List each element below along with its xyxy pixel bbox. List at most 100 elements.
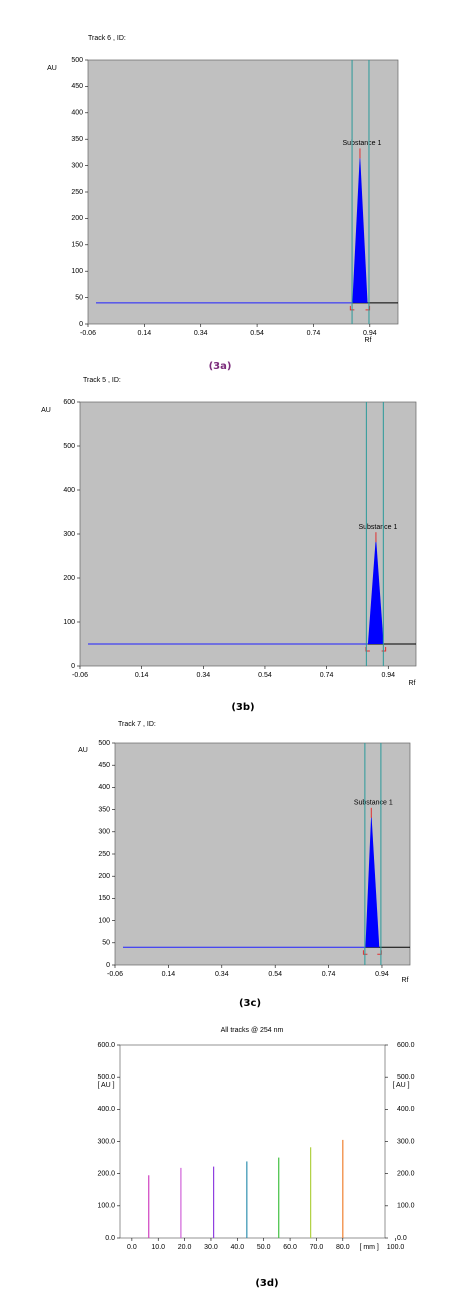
x-tick-label: -0.06 bbox=[80, 330, 96, 337]
x-tick-label: 0.34 bbox=[196, 672, 210, 679]
y-tick-label-right: 0.0 bbox=[397, 1235, 407, 1242]
x-axis-label: Rf bbox=[409, 680, 416, 687]
chart-title: Track 7 , ID: bbox=[118, 721, 156, 728]
y-tick-label: 600 bbox=[63, 399, 75, 406]
x-axis-label: Rf bbox=[365, 337, 372, 344]
y-tick-label: 300 bbox=[63, 531, 75, 538]
y-axis-label: AU bbox=[41, 407, 51, 414]
plot-area bbox=[114, 742, 411, 966]
caption: (3a) bbox=[209, 361, 232, 372]
y-tick-label: 150 bbox=[71, 242, 83, 249]
y-tick-label-right: 600.0 bbox=[397, 1042, 415, 1049]
y-tick-label: 500.0 bbox=[97, 1074, 115, 1081]
x-tick-label: 0.74 bbox=[322, 971, 336, 978]
x-tick-label: 20.0 bbox=[178, 1244, 192, 1251]
x-tick-label: 100.0 bbox=[387, 1244, 405, 1251]
peak bbox=[365, 811, 380, 948]
y-tick-label: 100.0 bbox=[97, 1203, 115, 1210]
x-tick-label: 0.74 bbox=[307, 330, 321, 337]
x-tick-label: 0.34 bbox=[215, 971, 229, 978]
x-tick-label: 0.54 bbox=[268, 971, 282, 978]
caption: (3d) bbox=[255, 1278, 278, 1289]
y-tick-label: 100 bbox=[98, 917, 110, 924]
y-tick-label: 100 bbox=[63, 619, 75, 626]
integration-bracket bbox=[349, 305, 371, 311]
caption: (3b) bbox=[231, 702, 254, 713]
x-tick-label: 0.94 bbox=[363, 330, 377, 337]
y-tick-label: 0 bbox=[106, 962, 110, 969]
y-tick-label: 100 bbox=[71, 268, 83, 275]
x-tick-label: 0.74 bbox=[320, 672, 334, 679]
x-tick-label: 80.0 bbox=[336, 1244, 350, 1251]
y-tick-label: 0.0 bbox=[105, 1235, 115, 1242]
x-tick-label: 60.0 bbox=[283, 1244, 297, 1251]
y-tick-label: 400 bbox=[98, 784, 110, 791]
y-tick-label: 500 bbox=[71, 57, 83, 64]
y-tick-label: 50 bbox=[75, 294, 83, 301]
peak bbox=[352, 152, 368, 303]
y-tick-label: 200 bbox=[63, 575, 75, 582]
x-tick-label: 30.0 bbox=[204, 1244, 218, 1251]
y-tick-label: 350 bbox=[98, 806, 110, 813]
caption: (3c) bbox=[239, 998, 261, 1009]
x-tick-label: -0.06 bbox=[72, 672, 88, 679]
y-tick-label-right: 100.0 bbox=[397, 1203, 415, 1210]
plot-area bbox=[79, 401, 417, 667]
y-tick-label: 200.0 bbox=[97, 1171, 115, 1178]
y-axis-label: AU bbox=[78, 747, 88, 754]
x-tick-label: 0.14 bbox=[135, 672, 149, 679]
chart-title: Track 5 , ID: bbox=[83, 377, 121, 384]
x-axis-label: Rf bbox=[402, 977, 409, 984]
x-tick-label: 0.54 bbox=[250, 330, 264, 337]
y-tick-label: 200 bbox=[71, 215, 83, 222]
y-tick-label: 600.0 bbox=[97, 1042, 115, 1049]
y-axis-label: AU bbox=[47, 65, 57, 72]
y-tick-label-right: 500.0 bbox=[397, 1074, 415, 1081]
y-tick-label: 350 bbox=[71, 136, 83, 143]
y-tick-label-right: 400.0 bbox=[397, 1106, 415, 1113]
chart-title: Track 6 , ID: bbox=[88, 35, 126, 42]
y-tick-label: 500 bbox=[63, 443, 75, 450]
y-tick-label: 500 bbox=[98, 740, 110, 747]
y-tick-label: 450 bbox=[98, 762, 110, 769]
y-tick-label: 200 bbox=[98, 873, 110, 880]
y-tick-label: 400 bbox=[71, 110, 83, 117]
peak-label: Substance 1 bbox=[358, 524, 397, 531]
peak-label: Substance 1 bbox=[342, 140, 381, 147]
plot-area bbox=[87, 59, 399, 325]
x-tick-label: 70.0 bbox=[310, 1244, 324, 1251]
x-tick-label: -0.06 bbox=[107, 971, 123, 978]
x-tick-label: 50.0 bbox=[257, 1244, 271, 1251]
y-tick-label: 0 bbox=[71, 663, 75, 670]
y-tick-label: 300.0 bbox=[97, 1138, 115, 1145]
y-tick-label: 450 bbox=[71, 83, 83, 90]
y-tick-label: 250 bbox=[71, 189, 83, 196]
plot-area bbox=[119, 1044, 386, 1239]
peak-label: Substance 1 bbox=[354, 800, 393, 807]
x-tick-label: 0.54 bbox=[258, 672, 272, 679]
y-tick-label: 400.0 bbox=[97, 1106, 115, 1113]
x-tick-label: 0.34 bbox=[194, 330, 208, 337]
y-tick-label: 50 bbox=[102, 940, 110, 947]
peak bbox=[367, 536, 384, 644]
x-tick-label: 0.94 bbox=[375, 971, 389, 978]
x-tick-label: 10.0 bbox=[151, 1244, 165, 1251]
x-unit-label: [ mm ] bbox=[359, 1244, 378, 1251]
y-tick-label-right: 200.0 bbox=[397, 1171, 415, 1178]
y-tick-label: 400 bbox=[63, 487, 75, 494]
y-axis-label: [ AU ] bbox=[97, 1082, 114, 1089]
x-tick-label: 40.0 bbox=[231, 1244, 245, 1251]
y-tick-label: 0 bbox=[79, 321, 83, 328]
y-tick-label: 250 bbox=[98, 851, 110, 858]
y-tick-label: 300 bbox=[98, 829, 110, 836]
x-tick-label: 0.14 bbox=[162, 971, 176, 978]
x-tick-label: 0.14 bbox=[138, 330, 152, 337]
y-tick-label: 150 bbox=[98, 895, 110, 902]
y-axis-label-right: [ AU ] bbox=[392, 1082, 409, 1089]
x-tick-label: 0.0 bbox=[127, 1244, 137, 1251]
x-tick-label: 0.94 bbox=[381, 672, 395, 679]
y-tick-label-right: 300.0 bbox=[397, 1138, 415, 1145]
chart-title: All tracks @ 254 nm bbox=[221, 1027, 284, 1034]
y-tick-label: 300 bbox=[71, 162, 83, 169]
